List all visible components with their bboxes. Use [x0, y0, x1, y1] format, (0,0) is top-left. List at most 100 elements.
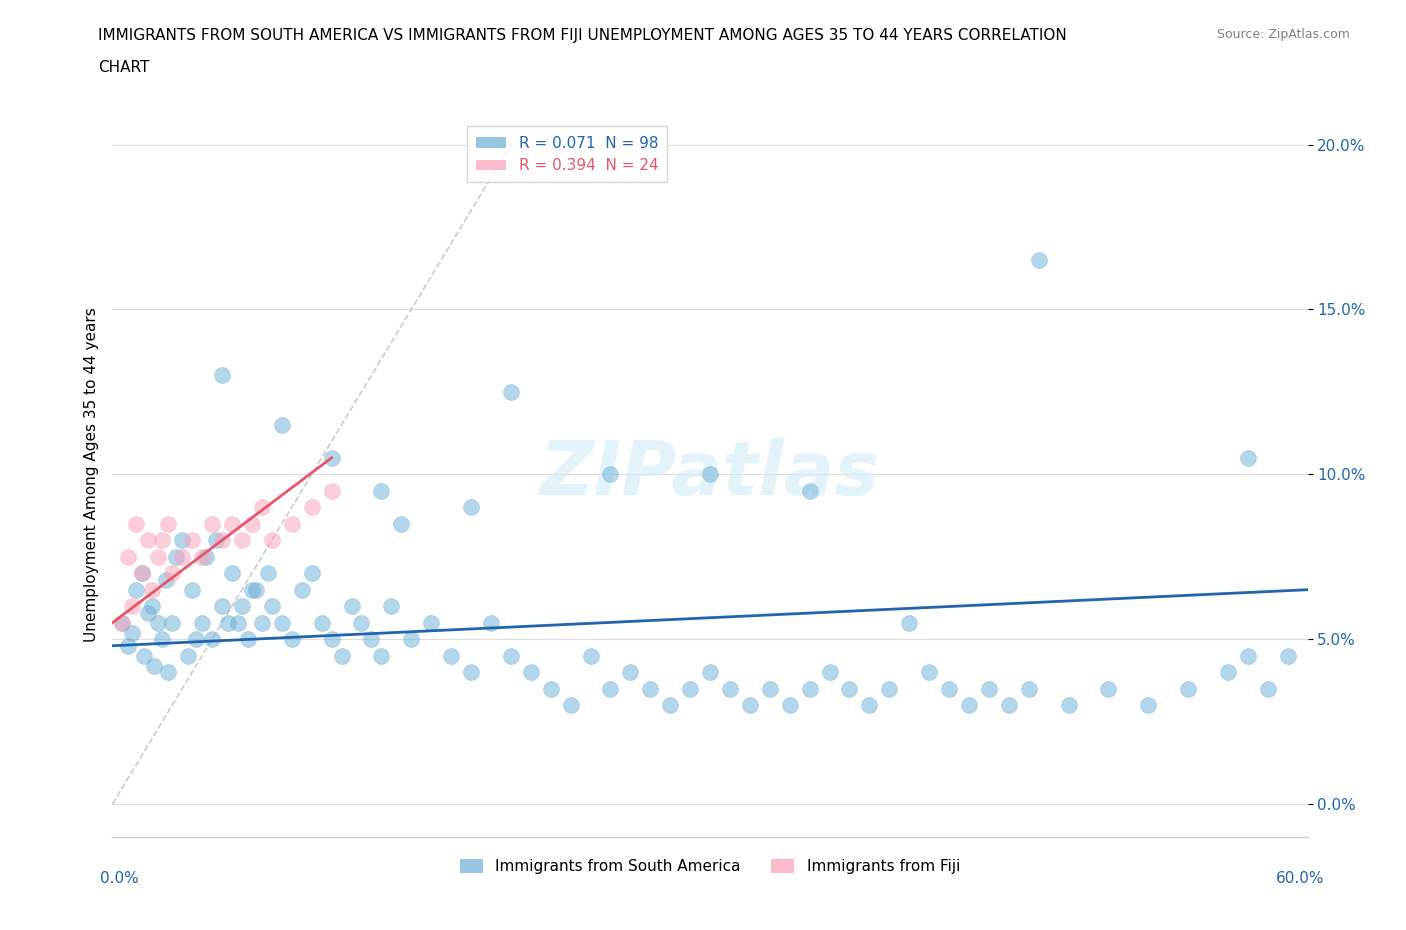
- Point: [221, 516, 243, 531]
- Point: [460, 665, 482, 680]
- Point: [226, 616, 249, 631]
- Point: [162, 565, 183, 580]
- Point: [440, 648, 463, 663]
- Point: [250, 616, 273, 631]
- Point: [236, 631, 259, 646]
- Point: [141, 582, 163, 597]
- Point: [389, 516, 412, 531]
- Point: [460, 499, 482, 514]
- Point: [217, 616, 239, 631]
- Point: [370, 648, 392, 663]
- Point: [186, 631, 208, 646]
- Point: [520, 665, 543, 680]
- Point: [679, 681, 702, 696]
- Point: [898, 616, 921, 631]
- Point: [157, 665, 180, 680]
- Point: [699, 467, 721, 482]
- Point: [148, 616, 170, 631]
- Legend: Immigrants from South America, Immigrants from Fiji: Immigrants from South America, Immigrant…: [454, 853, 966, 880]
- Point: [579, 648, 602, 663]
- Point: [260, 533, 283, 548]
- Point: [321, 631, 343, 646]
- Point: [321, 450, 343, 465]
- Point: [1257, 681, 1279, 696]
- Point: [117, 550, 139, 565]
- Text: CHART: CHART: [98, 60, 150, 75]
- Point: [858, 698, 880, 712]
- Point: [181, 582, 204, 597]
- Point: [499, 648, 522, 663]
- Point: [138, 533, 160, 548]
- Point: [231, 599, 253, 614]
- Point: [150, 631, 173, 646]
- Point: [221, 565, 243, 580]
- Point: [201, 631, 224, 646]
- Point: [211, 533, 233, 548]
- Point: [125, 516, 148, 531]
- Text: IMMIGRANTS FROM SOUTH AMERICA VS IMMIGRANTS FROM FIJI UNEMPLOYMENT AMONG AGES 35: IMMIGRANTS FROM SOUTH AMERICA VS IMMIGRA…: [98, 28, 1067, 43]
- Point: [380, 599, 402, 614]
- Point: [301, 565, 323, 580]
- Point: [250, 499, 273, 514]
- Point: [360, 631, 382, 646]
- Point: [659, 698, 682, 712]
- Point: [172, 550, 194, 565]
- Point: [162, 616, 183, 631]
- Point: [340, 599, 363, 614]
- Point: [121, 599, 143, 614]
- Point: [1097, 681, 1119, 696]
- Point: [599, 467, 621, 482]
- Point: [281, 516, 304, 531]
- Point: [1277, 648, 1299, 663]
- Point: [191, 616, 214, 631]
- Point: [211, 368, 233, 383]
- Point: [799, 484, 821, 498]
- Text: Source: ZipAtlas.com: Source: ZipAtlas.com: [1216, 28, 1350, 41]
- Point: [799, 681, 821, 696]
- Point: [619, 665, 641, 680]
- Point: [311, 616, 333, 631]
- Point: [918, 665, 941, 680]
- Point: [420, 616, 443, 631]
- Point: [1018, 681, 1040, 696]
- Point: [260, 599, 283, 614]
- Point: [759, 681, 782, 696]
- Point: [155, 572, 177, 587]
- Point: [1028, 253, 1050, 268]
- Point: [131, 565, 153, 580]
- Point: [938, 681, 960, 696]
- Point: [125, 582, 148, 597]
- Text: 0.0%: 0.0%: [100, 871, 139, 886]
- Point: [640, 681, 662, 696]
- Point: [150, 533, 173, 548]
- Point: [599, 681, 621, 696]
- Point: [401, 631, 423, 646]
- Point: [117, 638, 139, 653]
- Point: [479, 616, 502, 631]
- Point: [131, 565, 153, 580]
- Point: [205, 533, 228, 548]
- Point: [257, 565, 280, 580]
- Point: [245, 582, 267, 597]
- Point: [1216, 665, 1239, 680]
- Point: [301, 499, 323, 514]
- Point: [138, 605, 160, 620]
- Point: [560, 698, 582, 712]
- Point: [1057, 698, 1080, 712]
- Point: [350, 616, 373, 631]
- Point: [165, 550, 187, 565]
- Text: ZIPatlas: ZIPatlas: [540, 438, 880, 511]
- Point: [957, 698, 980, 712]
- Text: 60.0%: 60.0%: [1277, 871, 1324, 886]
- Point: [738, 698, 761, 712]
- Point: [240, 516, 263, 531]
- Point: [540, 681, 562, 696]
- Point: [1237, 450, 1260, 465]
- Point: [718, 681, 741, 696]
- Point: [1177, 681, 1199, 696]
- Point: [779, 698, 801, 712]
- Point: [270, 418, 292, 432]
- Point: [148, 550, 170, 565]
- Point: [143, 658, 166, 673]
- Point: [330, 648, 353, 663]
